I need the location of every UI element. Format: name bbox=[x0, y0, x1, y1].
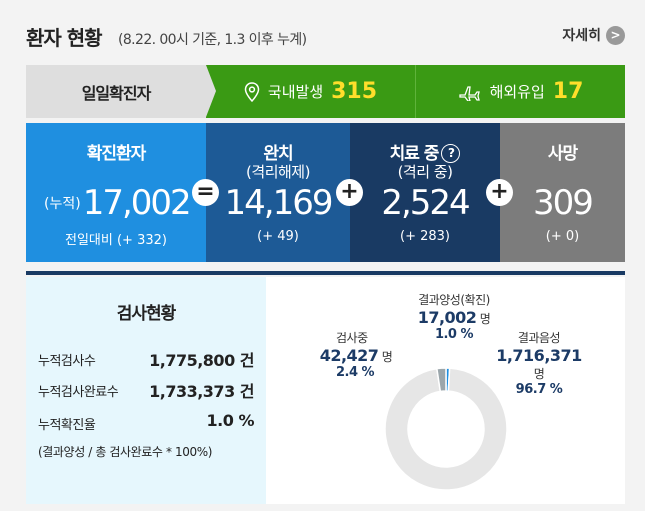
confirmed-value-line: (누적)17,002 bbox=[44, 183, 206, 223]
overseas-label: 해외유입 bbox=[489, 83, 545, 101]
negative-unit: 명 bbox=[533, 367, 545, 381]
treating-diff: (+ 283) bbox=[400, 229, 450, 244]
plus-icon: + bbox=[486, 179, 513, 206]
treating-sub: (격리 중) bbox=[397, 163, 453, 181]
section-divider bbox=[26, 271, 625, 275]
map-pin-icon bbox=[244, 81, 260, 102]
stat-deaths: 사망 309 (+ 0) bbox=[500, 123, 625, 262]
stat-released: 완치 (격리해제) 14,169 (+ 49) bbox=[206, 123, 350, 262]
domestic-label: 국내발생 bbox=[267, 83, 324, 101]
test-row-value: 1,775,800 건 bbox=[149, 351, 254, 370]
confirmed-value: 17,002 bbox=[82, 183, 192, 223]
positive-percent: 1.0 % bbox=[434, 327, 474, 342]
overseas-value: 17 bbox=[552, 79, 584, 104]
daily-domestic: 국내발생 315 bbox=[206, 65, 415, 118]
released-value: 14,169 bbox=[224, 183, 334, 223]
chart-label-positive: 결과양성(확진) 17,002 명 1.0 % bbox=[394, 291, 514, 342]
more-link[interactable]: 자세히 > bbox=[562, 25, 625, 45]
donut-chart bbox=[384, 367, 508, 491]
test-row-label: 누적검사수 bbox=[38, 354, 96, 369]
released-sub: (격리해제) bbox=[246, 163, 310, 181]
deaths-diff: (+ 0) bbox=[545, 229, 580, 244]
daily-overseas: 해외유입 17 bbox=[415, 65, 625, 118]
deaths-title: 사망 bbox=[547, 144, 578, 164]
header: 환자 현황 (8.22. 00시 기준, 1.3 이후 누계) 자세히 > bbox=[26, 20, 625, 50]
confirmed-title: 확진환자 bbox=[86, 144, 147, 164]
test-result-chart: 결과양성(확진) 17,002 명 1.0 % 검사중 42,427 명 2.4… bbox=[266, 277, 625, 504]
negative-percent: 96.7 % bbox=[515, 382, 563, 397]
page-subtitle: (8.22. 00시 기준, 1.3 이후 누계) bbox=[118, 32, 307, 48]
domestic-value: 315 bbox=[331, 79, 378, 104]
plus-icon: + bbox=[336, 179, 363, 206]
testing-label: 검사중 bbox=[336, 331, 368, 345]
test-row: 누적확진율 1.0 % bbox=[38, 411, 255, 433]
testing-value: 42,427 bbox=[319, 346, 379, 365]
positive-unit: 명 bbox=[479, 312, 491, 326]
confirmed-diff: 전일대비 (+ 332) bbox=[65, 233, 167, 248]
released-title: 완치 bbox=[263, 144, 293, 164]
test-status-panel: 검사현황 누적검사수 1,775,800 건 누적검사완료수 1,733,373… bbox=[26, 277, 266, 504]
treating-value: 2,524 bbox=[381, 183, 470, 223]
test-row-label: 누적검사완료수 bbox=[38, 385, 119, 400]
stat-treating: 치료 중? (격리 중) 2,524 (+ 283) bbox=[350, 123, 500, 262]
test-row: 누적검사완료수 1,733,373 건 bbox=[38, 378, 254, 401]
pie-slice-negative bbox=[384, 367, 508, 491]
daily-label: 일일확진자 bbox=[26, 65, 206, 118]
help-icon[interactable]: ? bbox=[441, 144, 461, 163]
testing-unit: 명 bbox=[381, 350, 393, 364]
test-row-label: 누적확진율 bbox=[38, 418, 96, 433]
test-row-value: 1,733,373 건 bbox=[149, 382, 254, 401]
positive-label: 결과양성(확진) bbox=[418, 293, 490, 307]
chart-label-testing: 검사중 42,427 명 2.4 % bbox=[306, 329, 406, 380]
negative-label: 결과음성 bbox=[517, 331, 561, 345]
airplane-icon bbox=[458, 85, 480, 101]
released-diff: (+ 49) bbox=[257, 229, 299, 244]
cumulative-stats: 확진환자 (누적)17,002 전일대비 (+ 332) 완치 (격리해제) 1… bbox=[26, 123, 625, 262]
positive-value: 17,002 bbox=[417, 308, 477, 327]
treating-title-line: 치료 중? bbox=[350, 139, 500, 164]
pie-slice-testing bbox=[436, 367, 447, 393]
test-row: 누적검사수 1,775,800 건 bbox=[38, 347, 254, 370]
daily-confirmed-bar: 일일확진자 국내발생 315 해외유입 17 bbox=[26, 65, 625, 118]
more-label: 자세히 bbox=[562, 28, 601, 44]
negative-value: 1,716,371 bbox=[496, 346, 582, 365]
test-row-value: 1.0 % bbox=[206, 411, 255, 430]
testing-percent: 2.4 % bbox=[336, 365, 375, 380]
tests-title: 검사현황 bbox=[116, 304, 177, 324]
stat-confirmed: 확진환자 (누적)17,002 전일대비 (+ 332) bbox=[26, 123, 206, 262]
tests-note: (결과양성 / 총 검사완료수 * 100%) bbox=[38, 445, 212, 459]
chart-label-negative: 결과음성 1,716,371 명 96.7 % bbox=[484, 329, 594, 397]
page-title: 환자 현황 bbox=[26, 26, 103, 50]
equals-icon: = bbox=[192, 179, 219, 206]
treating-title: 치료 중 bbox=[389, 144, 440, 164]
confirmed-prefix: (누적) bbox=[44, 196, 81, 212]
deaths-value: 309 bbox=[533, 183, 594, 223]
chevron-right-icon: > bbox=[606, 25, 625, 45]
